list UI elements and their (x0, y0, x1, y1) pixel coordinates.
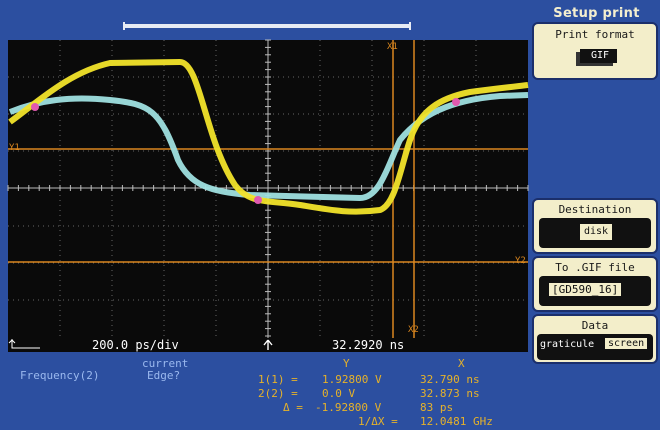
file-softkey[interactable]: To .GIF file [GD590_16] (532, 256, 658, 312)
timebase-readout: 200.0 ps/div (92, 338, 179, 352)
meas-mode-line2: Edge? (147, 369, 181, 382)
waveform-overlap (31, 98, 460, 204)
time-position-readout: 32.2920 ns (332, 338, 405, 352)
meas-row-delta-y: -1.92800 V (315, 401, 382, 414)
meas-row-1-label: 1(1) = (258, 373, 298, 386)
destination-value: disk (580, 224, 613, 240)
file-value: [GD590_16] (549, 283, 622, 296)
destination-softkey[interactable]: Destination disk (532, 198, 658, 254)
cursor-y2-label: Y2 (515, 256, 526, 266)
meas-row-1-y: 1.92800 V (322, 373, 382, 386)
record-position-bar (123, 24, 411, 28)
data-option-screen[interactable]: screen (605, 338, 648, 349)
data-options-box: graticule screen (537, 334, 653, 360)
print-format-softkey[interactable]: Print format GIF (532, 22, 658, 80)
print-format-label: Print format (555, 28, 635, 41)
meas-col-y: Y (343, 357, 350, 370)
meas-row-delta-label: Δ = (283, 401, 303, 414)
file-value-box: [GD590_16] (539, 276, 651, 306)
meas-inverse-label: 1/ΔX = (358, 415, 398, 428)
cursor-x2-label: X2 (408, 325, 419, 335)
meas-col-x: X (458, 357, 465, 370)
meas-function: Frequency(2) (20, 369, 100, 382)
menu-title: Setup print (553, 6, 640, 21)
meas-row-2-y: 0.0 V (322, 387, 356, 400)
print-format-value: GIF (590, 50, 610, 61)
destination-label: Destination (558, 203, 632, 216)
meas-row-2-x: 32.873 ns (420, 387, 480, 400)
data-label: Data (581, 319, 609, 332)
cursor-y1-label: Y1 (9, 143, 20, 153)
cursor-x1-label: X1 (387, 42, 398, 52)
gif-icon: GIF (580, 49, 617, 63)
record-position-window (123, 22, 125, 30)
meas-row-delta-x: 83 ps (420, 401, 454, 414)
meas-row-1-x: 32.790 ns (420, 373, 480, 386)
scroll-up-icon[interactable] (8, 339, 16, 344)
waveform-channel-1 (8, 58, 529, 215)
data-softkey[interactable]: Data graticule screen (532, 314, 658, 364)
trigger-ref-icon (11, 339, 40, 349)
destination-value-box: disk (539, 218, 651, 248)
meas-row-2-label: 2(2) = (258, 387, 298, 400)
trigger-position-icon (263, 339, 273, 350)
meas-inverse-value: 12.0481 GHz (420, 415, 493, 428)
meas-mode-line1: current (142, 357, 189, 370)
data-option-graticule[interactable]: graticule (540, 339, 595, 350)
file-label: To .GIF file (555, 261, 635, 274)
